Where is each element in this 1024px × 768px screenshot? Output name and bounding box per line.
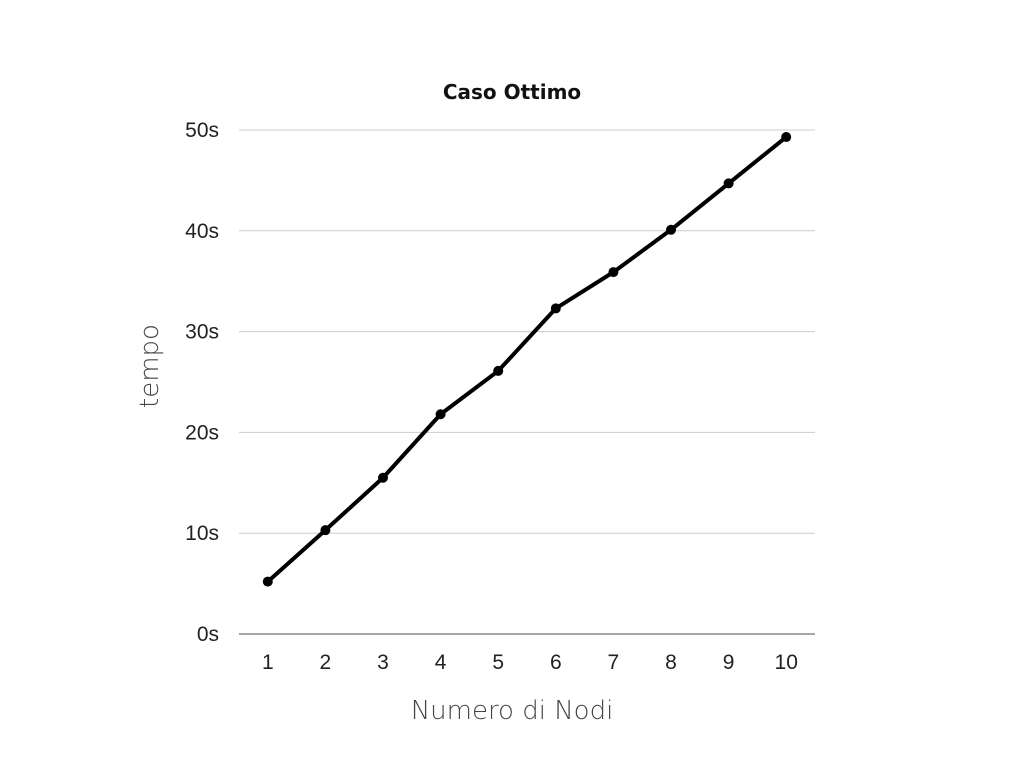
x-tick-label: 7 bbox=[608, 651, 620, 674]
y-tick-label: 20s bbox=[185, 421, 219, 444]
y-axis-ticks: 0s 10s 20s 30s 40s 50s bbox=[185, 119, 219, 646]
grid-lines bbox=[239, 129, 815, 635]
y-tick-label: 0s bbox=[197, 623, 219, 646]
data-point bbox=[781, 132, 792, 143]
x-axis-label: Numero di Nodi bbox=[411, 696, 614, 726]
x-tick-label: 3 bbox=[377, 651, 389, 674]
x-tick-label: 2 bbox=[320, 651, 332, 674]
chart-title: Caso Ottimo bbox=[443, 80, 581, 104]
x-tick-label: 4 bbox=[435, 651, 447, 674]
x-tick-label: 1 bbox=[262, 651, 274, 674]
data-point bbox=[666, 224, 676, 235]
data-point bbox=[378, 472, 388, 483]
x-tick-label: 10 bbox=[775, 651, 798, 674]
y-tick-label: 50s bbox=[185, 119, 219, 142]
data-point bbox=[723, 178, 734, 189]
data-point bbox=[550, 303, 561, 314]
x-axis-ticks: 1 2 3 4 5 6 7 8 9 10 bbox=[262, 651, 798, 674]
y-tick-label: 10s bbox=[185, 522, 219, 545]
data-point bbox=[493, 365, 504, 376]
x-tick-label: 6 bbox=[550, 651, 562, 674]
x-tick-label: 8 bbox=[665, 651, 677, 674]
x-tick-label: 5 bbox=[492, 651, 504, 674]
y-tick-label: 40s bbox=[185, 220, 219, 243]
data-point bbox=[262, 576, 273, 587]
x-tick-label: 9 bbox=[723, 651, 735, 674]
series-line bbox=[265, 135, 789, 584]
series-group bbox=[262, 132, 792, 587]
y-axis-label: tempo bbox=[135, 324, 165, 408]
data-point bbox=[435, 409, 446, 420]
data-point bbox=[320, 525, 331, 536]
y-tick-label: 30s bbox=[185, 321, 219, 344]
data-point bbox=[608, 267, 619, 278]
